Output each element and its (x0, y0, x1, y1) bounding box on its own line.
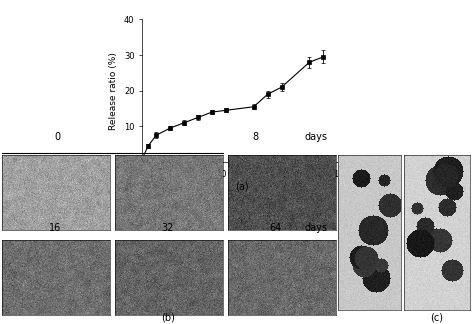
Text: 0: 0 (55, 132, 61, 142)
Text: (a): (a) (235, 181, 248, 191)
Text: 64: 64 (269, 223, 281, 233)
Text: 8: 8 (252, 132, 258, 142)
Text: days: days (304, 132, 328, 142)
X-axis label: (Day): (Day) (229, 184, 254, 193)
Text: days: days (304, 223, 328, 233)
Text: 16: 16 (49, 223, 61, 233)
Text: (c): (c) (430, 312, 444, 322)
Text: (b): (b) (161, 312, 175, 322)
Y-axis label: Release ratio (%): Release ratio (%) (109, 52, 118, 130)
Text: 32: 32 (162, 223, 174, 233)
